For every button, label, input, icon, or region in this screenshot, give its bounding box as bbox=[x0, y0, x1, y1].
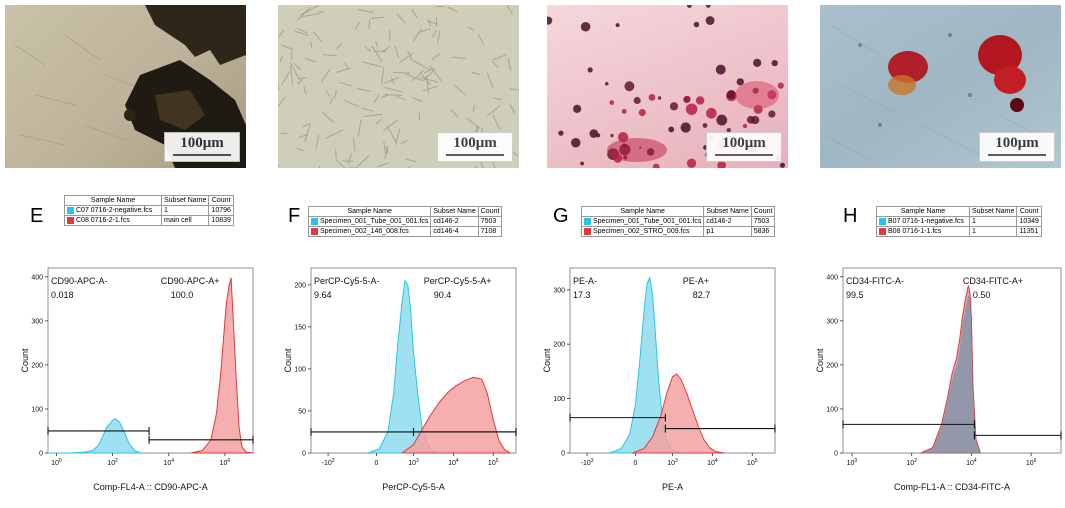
gate-negative-percent: 17.3 bbox=[573, 290, 591, 300]
x-tick-label: 100 bbox=[847, 458, 858, 467]
x-tick-label: 104 bbox=[966, 458, 977, 467]
y-tick-label: 400 bbox=[826, 274, 838, 281]
y-axis-title: Count bbox=[542, 348, 552, 373]
y-tick-label: 200 bbox=[553, 342, 565, 349]
y-tick-label: 150 bbox=[294, 324, 306, 331]
y-tick-label: 50 bbox=[298, 408, 306, 415]
y-axis-title: Count bbox=[283, 348, 293, 373]
y-tick-label: 400 bbox=[31, 274, 43, 281]
x-tick-label: 100 bbox=[51, 458, 62, 467]
scale-bar: 100μm bbox=[706, 132, 782, 162]
scale-bar: 100μm bbox=[164, 132, 240, 162]
y-tick-label: 0 bbox=[834, 451, 838, 458]
gate-negative-label: PerCP-Cy5-5-A- bbox=[314, 276, 380, 286]
panel-letter-f: F bbox=[288, 206, 300, 226]
x-tick-label: 102 bbox=[906, 458, 917, 467]
gate-negative-percent: 99.5 bbox=[846, 290, 864, 300]
x-axis-title: PE-A bbox=[662, 482, 683, 492]
x-tick-label: 106 bbox=[1026, 458, 1037, 467]
y-tick-label: 300 bbox=[826, 318, 838, 325]
gate-negative-label: CD90-APC-A- bbox=[51, 276, 108, 286]
x-tick-label: -103 bbox=[322, 458, 335, 467]
scale-bar: 100μm bbox=[437, 132, 513, 162]
x-axis-title: PerCP-Cy5-5-A bbox=[382, 482, 445, 492]
panel-letter-g: G bbox=[553, 206, 569, 226]
x-axis-title: Comp-FL4-A :: CD90-APC-A bbox=[93, 482, 208, 492]
x-tick-label: 102 bbox=[107, 458, 118, 467]
x-tick-label: 105 bbox=[488, 458, 499, 467]
micrograph-d: 100μm bbox=[820, 5, 1061, 168]
gate-positive-label: CD34-FITC-A+ bbox=[963, 276, 1023, 286]
micrograph-b: 100μm bbox=[278, 5, 519, 168]
micrograph-c: 100μm bbox=[547, 5, 788, 168]
series-area-cyan bbox=[48, 419, 141, 453]
y-tick-label: 100 bbox=[826, 406, 838, 413]
gate-negative-label: PE-A- bbox=[573, 276, 597, 286]
gate-positive-percent: 90.4 bbox=[434, 290, 452, 300]
y-tick-label: 0 bbox=[302, 451, 306, 458]
panel-letter-h: H bbox=[843, 206, 857, 226]
y-tick-label: 100 bbox=[294, 366, 306, 373]
y-tick-label: 100 bbox=[31, 406, 43, 413]
micrograph-a: 100μm bbox=[5, 5, 246, 168]
x-tick-label: 103 bbox=[408, 458, 419, 467]
x-tick-label: 0 bbox=[634, 460, 638, 467]
gate-positive-label: PerCP-Cy5-5-A+ bbox=[424, 276, 492, 286]
gate-negative-label: CD34-FITC-A- bbox=[846, 276, 904, 286]
y-tick-label: 200 bbox=[826, 362, 838, 369]
gate-positive-percent: 82.7 bbox=[693, 290, 711, 300]
x-tick-label: 104 bbox=[707, 458, 718, 467]
gate-positive-percent: 100.0 bbox=[171, 290, 194, 300]
gate-negative-percent: 0.018 bbox=[51, 290, 74, 300]
y-tick-label: 200 bbox=[31, 362, 43, 369]
y-tick-label: 300 bbox=[553, 287, 565, 294]
y-tick-label: 0 bbox=[39, 451, 43, 458]
x-tick-label: 105 bbox=[747, 458, 758, 467]
panel-letter-e: E bbox=[30, 206, 43, 226]
x-tick-label: 106 bbox=[220, 458, 231, 467]
x-tick-label: 0 bbox=[375, 460, 379, 467]
gate-negative-percent: 9.64 bbox=[314, 290, 332, 300]
y-tick-label: 100 bbox=[553, 396, 565, 403]
x-tick-label: 104 bbox=[163, 458, 174, 467]
gate-positive-label: PE-A+ bbox=[683, 276, 709, 286]
scale-bar: 100μm bbox=[979, 132, 1055, 162]
series-area-red bbox=[191, 278, 253, 453]
x-axis-title: Comp-FL1-A :: CD34-FITC-A bbox=[894, 482, 1010, 492]
y-axis-title: Count bbox=[20, 348, 30, 373]
y-tick-label: 0 bbox=[561, 451, 565, 458]
x-tick-label: 103 bbox=[667, 458, 678, 467]
y-tick-label: 300 bbox=[31, 318, 43, 325]
gate-positive-label: CD90-APC-A+ bbox=[161, 276, 220, 286]
x-tick-label: 104 bbox=[448, 458, 459, 467]
y-axis-title: Count bbox=[815, 348, 825, 373]
y-tick-label: 200 bbox=[294, 282, 306, 289]
x-tick-label: -103 bbox=[581, 458, 594, 467]
gate-positive-percent: 0.50 bbox=[973, 290, 991, 300]
